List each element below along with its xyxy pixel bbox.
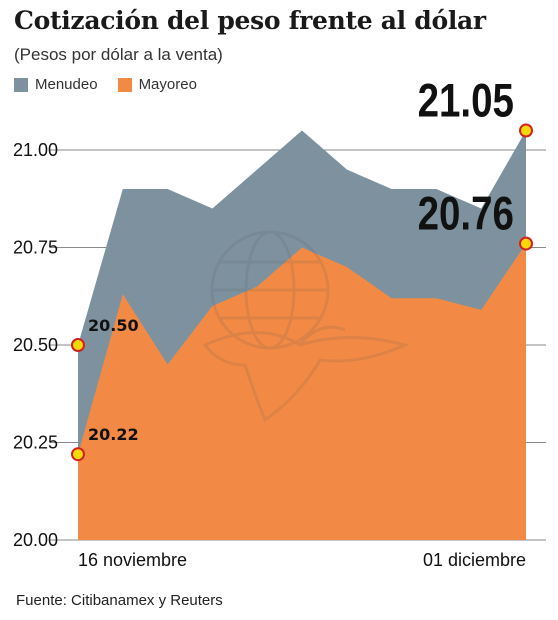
point-marker — [519, 236, 533, 251]
chart-subtitle: (Pesos por dólar a la venta) — [14, 45, 223, 64]
legend-label-mayoreo: Mayoreo — [138, 76, 197, 93]
point-markers — [71, 123, 533, 462]
axes: 20.00 20.25 20.50 20.75 21.00 16 noviembre 01 … — [13, 140, 526, 570]
eagle-watermark-icon — [202, 230, 410, 423]
point-marker — [519, 123, 533, 138]
area-mayoreo — [78, 243, 526, 540]
series-areas — [78, 130, 526, 540]
y-tick-label: 21.00 — [13, 140, 58, 160]
legend-label-menudeo: Menudeo — [35, 76, 98, 93]
point-marker — [71, 447, 85, 462]
y-tick-label: 20.25 — [13, 433, 58, 453]
data-label: 20.50 — [88, 316, 139, 335]
legend-item-menudeo: Menudeo — [14, 76, 98, 93]
y-tick-label: 20.50 — [13, 335, 58, 355]
legend: Menudeo Mayoreo — [14, 76, 217, 93]
data-label: 20.76 — [418, 188, 514, 240]
legend-swatch-mayoreo — [117, 77, 132, 92]
source-note: Fuente: Citibanamex y Reuters — [16, 592, 223, 609]
y-tick-label: 20.75 — [13, 238, 58, 258]
legend-swatch-menudeo — [14, 77, 28, 92]
data-labels: 20.50 20.22 21.05 20.76 — [88, 75, 514, 444]
x-tick-label: 01 diciembre — [423, 550, 526, 570]
point-marker — [71, 338, 85, 352]
x-tick-label: 16 noviembre — [78, 550, 187, 570]
data-label: 20.22 — [88, 425, 139, 444]
y-tick-label: 20.00 — [13, 530, 58, 550]
data-label: 21.05 — [418, 75, 514, 127]
chart-title: Cotización del peso frente al dólar — [14, 6, 486, 35]
legend-item-mayoreo: Mayoreo — [117, 76, 197, 93]
